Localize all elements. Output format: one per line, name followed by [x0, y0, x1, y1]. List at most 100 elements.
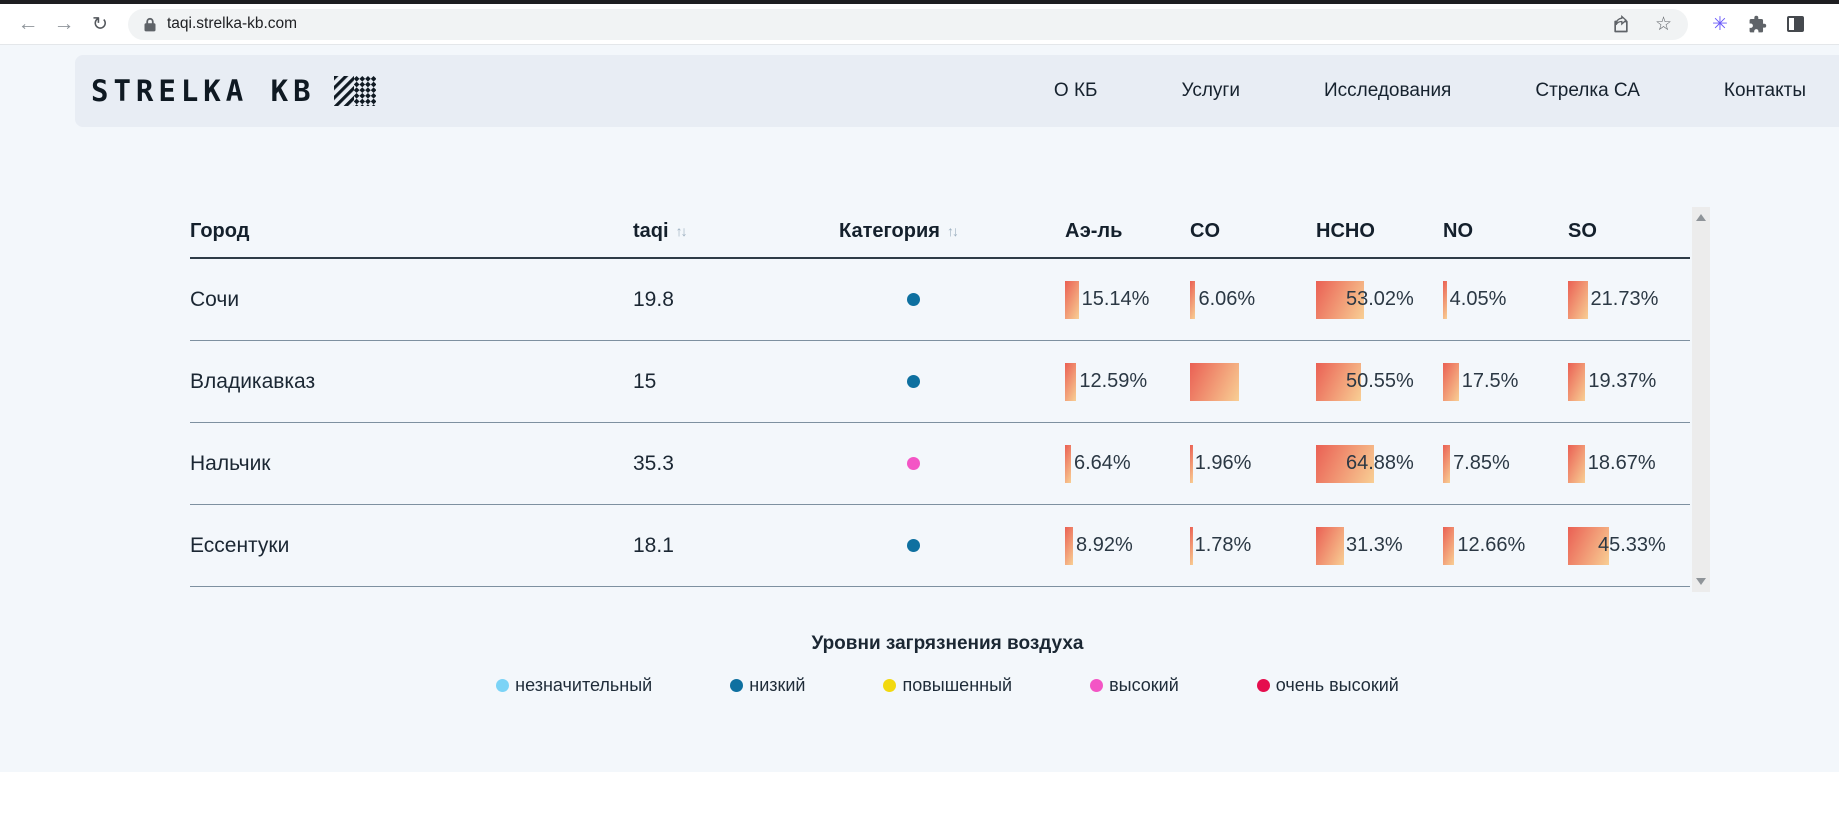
page-content: STRELKA KB О КБ [0, 45, 1839, 772]
nav-o-kb[interactable]: О КБ [1053, 80, 1098, 101]
table-row: Ессентуки 18.1 8.92% 1.78% 31.3% [190, 505, 1690, 587]
col-header-city: Город [190, 220, 633, 243]
reload-button[interactable]: ↻ [92, 13, 108, 35]
stat-cell-so: 19.37% [1568, 341, 1690, 422]
stat-bar [1316, 281, 1364, 319]
legend-label: незначительный [515, 675, 653, 695]
back-button[interactable]: ← [17, 12, 39, 35]
table-row: Сочи 19.8 15.14% 6.06% 53.02% [190, 259, 1690, 341]
stat-cell-hcho: 53.02% [1316, 259, 1443, 340]
table-row: Нальчик 35.3 6.64% 1.96% 64.88% [190, 423, 1690, 505]
stat-bar [1190, 363, 1239, 401]
sort-icon[interactable]: ↑↓ [675, 223, 688, 239]
col-header-city-label: Город [190, 219, 250, 242]
stat-value: 6.06% [1198, 288, 1256, 310]
forward-button[interactable]: → [53, 12, 75, 35]
stat-cell-hcho: 50.55% [1316, 341, 1443, 422]
stat-bar [1190, 527, 1193, 565]
stat-bar [1443, 527, 1455, 565]
address-bar[interactable]: taqi.strelka-kb.com ☆ [128, 8, 1688, 40]
taqi-cell: 18.1 [633, 533, 674, 557]
stat-value: 7.85% [1453, 452, 1510, 474]
category-cell [839, 341, 1065, 422]
stat-cell-co: 1.78% [1190, 505, 1316, 586]
stat-value: 18.67% [1587, 452, 1656, 474]
legend-label: очень высокий [1275, 675, 1399, 695]
lock-icon [144, 17, 156, 31]
table-scrollbar[interactable] [1692, 207, 1710, 592]
col-header-taqi[interactable]: taqi ↑↓ [633, 220, 839, 243]
stat-cell-so: 21.73% [1568, 259, 1690, 340]
stat-cell-so: 18.67% [1568, 423, 1690, 504]
extension-burst-icon[interactable]: ✳ [1712, 13, 1728, 35]
logo-hatch-icon [333, 76, 376, 106]
category-dot [907, 457, 920, 470]
legend-dot [1090, 679, 1104, 692]
stat-cell-hcho: 31.3% [1316, 505, 1443, 586]
share-icon[interactable] [1611, 14, 1631, 34]
table-row: Владикавказ 15 12.59% 50.55% [190, 341, 1690, 423]
category-dot [907, 293, 920, 306]
legend-item: незначительный [496, 675, 652, 696]
stat-value: 12.59% [1079, 370, 1148, 392]
url-text[interactable]: taqi.strelka-kb.com [167, 15, 298, 32]
extensions-puzzle-icon[interactable] [1748, 15, 1767, 34]
stat-cell-no: 17.5% [1443, 341, 1568, 422]
stat-cell-co: 1.96% [1190, 423, 1316, 504]
taqi-cell: 15 [633, 369, 657, 393]
main-nav: О КБ Услуги Исследования Стрелка СА Конт… [1054, 80, 1839, 102]
nav-issledovaniya[interactable]: Исследования [1323, 80, 1452, 101]
col-header-no-label: NO [1443, 219, 1473, 242]
stat-bar [1190, 281, 1196, 319]
stat-bar [1568, 281, 1588, 319]
stat-bar [1065, 281, 1079, 319]
taqi-cell: 35.3 [633, 451, 674, 475]
legend-dot [1256, 679, 1270, 692]
stat-value: 17.5% [1461, 370, 1519, 392]
sort-icon[interactable]: ↑↓ [946, 223, 959, 239]
browser-toolbar: ← → ↻ taqi.strelka-kb.com ☆ ✳ [0, 4, 1839, 45]
stat-cell-aerosol: 12.59% [1065, 341, 1190, 422]
nav-strelka-ca[interactable]: Стрелка СА [1535, 80, 1640, 101]
stat-cell-no: 4.05% [1443, 259, 1568, 340]
col-header-category[interactable]: Категория ↑↓ [839, 220, 1065, 243]
col-header-hcho-label: HCHO [1316, 219, 1375, 242]
stat-bar [1568, 445, 1585, 483]
stat-cell-no: 7.85% [1443, 423, 1568, 504]
stat-value: 15.14% [1081, 288, 1150, 310]
bookmark-star-icon[interactable]: ☆ [1654, 13, 1672, 35]
legend-dot [883, 679, 897, 692]
col-header-taqi-label: taqi [633, 219, 669, 242]
stat-value: 1.78% [1194, 534, 1252, 556]
stat-bar [1443, 363, 1459, 401]
scroll-up-arrow-icon[interactable] [1696, 214, 1706, 221]
stat-bar [1568, 527, 1609, 565]
legend-item: очень высокий [1256, 675, 1399, 696]
taqi-cell: 19.8 [633, 287, 674, 311]
legend-item: низкий [730, 675, 805, 696]
stat-bar [1065, 527, 1074, 565]
site-logo[interactable]: STRELKA KB [75, 74, 376, 108]
stat-bar [1065, 363, 1077, 401]
side-panel-icon[interactable] [1786, 16, 1804, 32]
scroll-down-arrow-icon[interactable] [1696, 578, 1706, 585]
city-cell: Сочи [190, 287, 240, 311]
stat-bar [1568, 363, 1586, 401]
legend-item: высокий [1090, 675, 1179, 696]
stat-value: 1.96% [1194, 452, 1252, 474]
stat-value: 64.88% [1346, 452, 1414, 474]
stat-cell-co: 6.06% [1190, 259, 1316, 340]
nav-uslugi[interactable]: Услуги [1181, 80, 1240, 101]
legend-label: высокий [1109, 675, 1179, 695]
col-header-category-label: Категория [839, 219, 940, 242]
nav-kontakty[interactable]: Контакты [1723, 80, 1806, 101]
stat-bar [1065, 445, 1071, 483]
col-header-so: SO [1568, 220, 1690, 243]
pollution-legend: незначительный низкий повышенный высокий… [0, 675, 1839, 696]
stat-value: 50.55% [1346, 370, 1414, 392]
legend-dot [496, 679, 510, 692]
col-header-co-label: CO [1190, 219, 1220, 242]
stat-value: 12.66% [1457, 534, 1526, 556]
legend-dot [730, 679, 744, 692]
category-dot [907, 375, 920, 388]
